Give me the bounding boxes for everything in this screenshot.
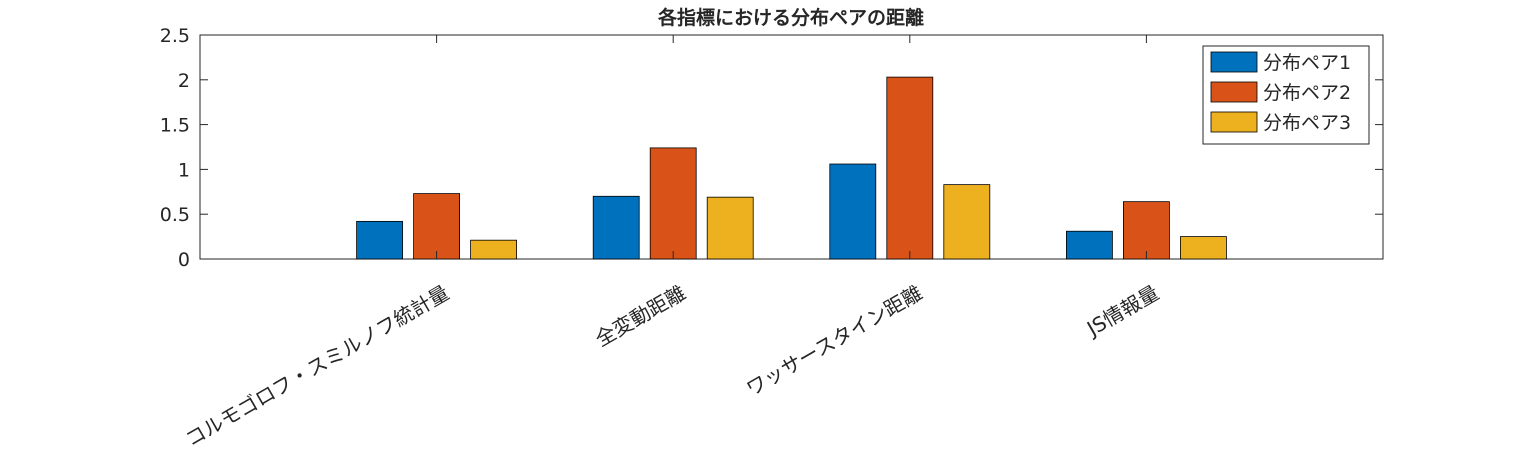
bar xyxy=(1180,237,1226,259)
legend-swatch xyxy=(1211,82,1257,102)
y-tick-label: 2 xyxy=(178,70,190,92)
x-tick-label: 全変動距離 xyxy=(591,281,690,352)
bar xyxy=(471,240,517,259)
y-tick-label: 0.5 xyxy=(160,204,190,226)
bar xyxy=(357,221,403,259)
legend-label: 分布ペア1 xyxy=(1263,52,1351,74)
bar xyxy=(707,197,753,259)
legend-label: 分布ペア2 xyxy=(1263,82,1351,104)
x-tick-label: コルモゴロフ・スミルノフ統計量 xyxy=(181,281,453,452)
y-tick-label: 1.5 xyxy=(160,115,190,137)
y-tick-label: 2.5 xyxy=(160,25,190,47)
y-tick-label: 1 xyxy=(178,159,190,181)
x-tick-label: JS情報量 xyxy=(1081,281,1163,342)
bar xyxy=(414,194,460,259)
bar xyxy=(1066,231,1112,259)
legend[interactable]: 分布ペア1 分布ペア2 分布ペア3 xyxy=(1203,46,1369,144)
legend-swatch xyxy=(1211,112,1257,132)
bar xyxy=(1123,202,1169,259)
bar xyxy=(593,196,639,259)
legend-label: 分布ペア3 xyxy=(1263,112,1351,134)
x-tick-label: ワッサースタイン距離 xyxy=(742,281,926,401)
bar xyxy=(887,77,933,259)
bar xyxy=(830,164,876,259)
y-tick-label: 0 xyxy=(178,249,190,271)
legend-swatch xyxy=(1211,52,1257,72)
chart-title: 各指標における分布ペアの距離 xyxy=(657,6,924,29)
bar xyxy=(944,185,990,259)
bar xyxy=(650,148,696,259)
